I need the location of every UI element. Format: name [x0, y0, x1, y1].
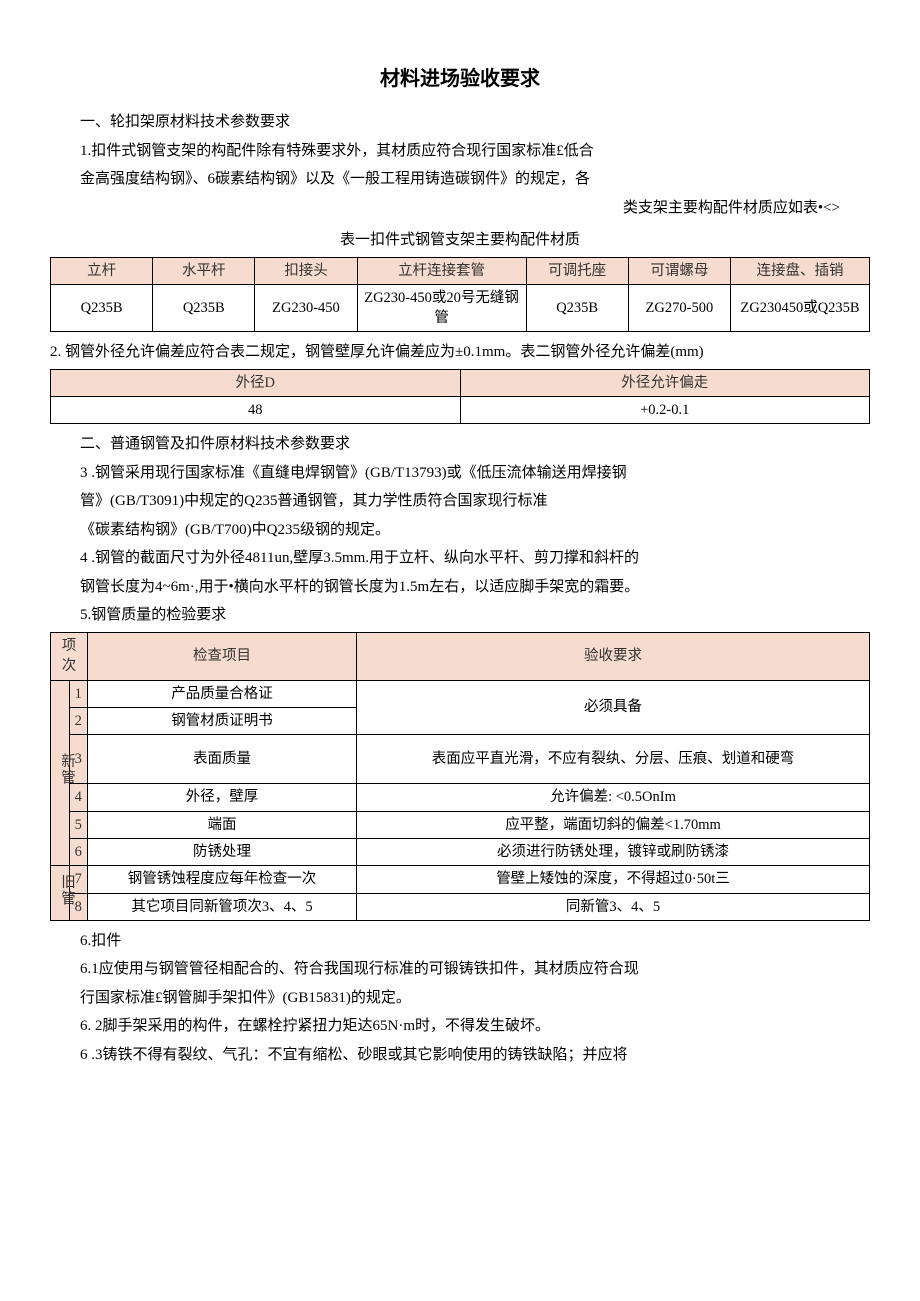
page-title: 材料进场验收要求: [50, 60, 870, 98]
t3-i6: 防锈处理: [88, 839, 357, 866]
para-3b: 管》(GB/T3091)中规定的Q235普通钢管，其力学性质符合国家现行标准: [50, 487, 870, 516]
t3-h1: 项次: [51, 632, 88, 680]
para-62: 6. 2脚手架采用的构件，在螺栓拧紧扭力矩达65N·m时，不得发生破坏。: [50, 1012, 870, 1041]
t2-h2: 外径允许偏走: [460, 369, 870, 396]
t1-c5: Q235B: [526, 284, 628, 332]
para-3a: 3 .钢管采用现行国家标准《直缝电焊钢管》(GB/T13793)或《低压流体输送…: [50, 459, 870, 488]
t3-r8: 同新管3、4、5: [357, 893, 870, 920]
para-3c: 《碳素结构钢》(GB/T700)中Q235级钢的规定。: [50, 516, 870, 545]
t1-h5: 可调托座: [526, 257, 628, 284]
t3-n2: 2: [69, 707, 88, 734]
para-61a: 6.1应使用与钢管管径相配合的、符合我国现行标准的可锻铸铁扣件，其材质应符合现: [50, 955, 870, 984]
t3-i8: 其它项目同新管项次3、4、5: [88, 893, 357, 920]
para-1c: 类支架主要构配件材质应如表•<>: [50, 194, 870, 223]
para-1b: 金高强度结构钢》、6碳素结构钢》以及《一般工程用铸造碳钢件》的规定，各: [50, 165, 870, 194]
t3-r5: 应平整，端面切斜的偏差<1.70mm: [357, 811, 870, 838]
t3-group-old: 旧管: [51, 866, 70, 921]
t1-h6: 可谓螺母: [628, 257, 730, 284]
t3-group-new: 新管: [51, 680, 70, 866]
para-63: 6 .3铸铁不得有裂纹、气孔：不宜有缩松、砂眼或其它影响使用的铸铁缺陷；并应将: [50, 1041, 870, 1070]
para-5: 5.钢管质量的检验要求: [50, 601, 870, 630]
t3-i2: 钢管材质证明书: [88, 707, 357, 734]
t1-h3: 扣接头: [255, 257, 357, 284]
t1-c4: ZG230-450或20号无缝钢管: [357, 284, 526, 332]
t2-c1: 48: [51, 397, 461, 424]
t1-c6: ZG270-500: [628, 284, 730, 332]
t3-r4: 允许偏差: <0.5OnIm: [357, 784, 870, 811]
para-2: 2. 钢管外径允许偏差应符合表二规定，钢管壁厚允许偏差应为±0.1mm。表二钢管…: [50, 338, 870, 367]
t1-c3: ZG230-450: [255, 284, 357, 332]
t3-r3: 表面应平直光滑，不应有裂纨、分层、压痕、划道和硬弯: [357, 735, 870, 784]
t3-i7: 钢管锈蚀程度应每年检查一次: [88, 866, 357, 893]
t3-i5: 端面: [88, 811, 357, 838]
t1-c1: Q235B: [51, 284, 153, 332]
t3-r1: 必须具备: [357, 680, 870, 735]
t2-c2: +0.2-0.1: [460, 397, 870, 424]
t1-h2: 水平杆: [153, 257, 255, 284]
t3-n5: 5: [69, 811, 88, 838]
para-4b: 钢管长度为4~6m·,用于•横向水平杆的钢管长度为1.5m左右，以适应脚手架宽的…: [50, 573, 870, 602]
t3-n1: 1: [69, 680, 88, 707]
table-1-materials: 立杆 水平杆 扣接头 立杆连接套管 可调托座 可谓螺母 连接盘、插销 Q235B…: [50, 257, 870, 333]
t1-h7: 连接盘、插销: [731, 257, 870, 284]
t3-i3: 表面质量: [88, 735, 357, 784]
t2-h1: 外径D: [51, 369, 461, 396]
t1-c7: ZG230450或Q235B: [731, 284, 870, 332]
t3-h3: 验收要求: [357, 632, 870, 680]
section1-heading: 一、轮扣架原材料技术参数要求: [50, 108, 870, 137]
t1-h4: 立杆连接套管: [357, 257, 526, 284]
table-3-inspection: 项次 检查项目 验收要求 新管 1 产品质量合格证 必须具备 2 钢管材质证明书…: [50, 632, 870, 921]
para-4a: 4 .钢管的截面尺寸为外径4811un,壁厚3.5mm.用于立杆、纵向水平杆、剪…: [50, 544, 870, 573]
t1-c2: Q235B: [153, 284, 255, 332]
para-6: 6.扣件: [50, 927, 870, 956]
para-61b: 行国家标准£钢管脚手架扣件》(GB15831)的规定。: [50, 984, 870, 1013]
t3-r6: 必须进行防锈处理，镀锌或刷防锈漆: [357, 839, 870, 866]
t3-i1: 产品质量合格证: [88, 680, 357, 707]
table-2-diameter: 外径D 外径允许偏走 48 +0.2-0.1: [50, 369, 870, 425]
t3-r7: 管壁上矮蚀的深度，不得超过0·50t三: [357, 866, 870, 893]
t3-n6: 6: [69, 839, 88, 866]
para-1a: 1.扣件式钢管支架的构配件除有特殊要求外，其材质应符合现行国家标准£低合: [50, 137, 870, 166]
t3-h2: 检查项目: [88, 632, 357, 680]
table1-caption: 表一扣件式钢管支架主要构配件材质: [50, 226, 870, 255]
section2-heading: 二、普通钢管及扣件原材料技术参数要求: [50, 430, 870, 459]
t3-i4: 外径，壁厚: [88, 784, 357, 811]
t1-h1: 立杆: [51, 257, 153, 284]
